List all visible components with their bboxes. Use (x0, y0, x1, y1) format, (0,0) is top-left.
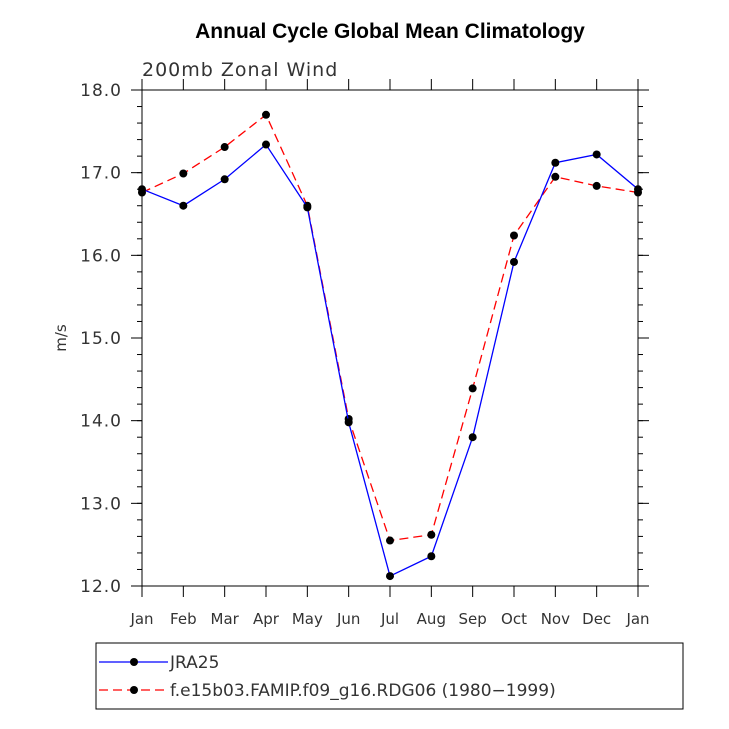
x-axis: Jan Feb Mar Apr May Jun Jul Aug Sep Oct Nov Dec Jan (129, 79, 650, 628)
data-point (179, 169, 188, 178)
data-point (220, 143, 229, 152)
y-axis-label: m/s (52, 324, 70, 352)
chart-subtitle: 200mb Zonal Wind (142, 59, 338, 81)
legend-marker (130, 658, 138, 666)
data-point (468, 433, 477, 442)
series-line (141, 143, 639, 578)
data-point (303, 203, 312, 212)
data-point (344, 418, 353, 427)
y-tick-label: 15.0 (80, 329, 122, 349)
y-tick-label: 12.0 (80, 577, 122, 597)
y-tick-label: 14.0 (80, 412, 122, 432)
plot-frame (141, 89, 639, 587)
x-tick-label: Aug (417, 610, 446, 628)
x-tick-label: Apr (253, 610, 280, 628)
data-point (427, 530, 436, 539)
legend: JRA25 f.e15b03.FAMIP.f09_g16.RDG06 (1980−… (95, 642, 684, 710)
legend-label: JRA25 (169, 653, 219, 673)
data-point (262, 110, 270, 119)
x-tick-label: Jan (625, 610, 649, 628)
x-tick-label: Feb (170, 610, 197, 628)
series-line (141, 113, 639, 542)
x-tick-label: Mar (211, 610, 240, 628)
series-1 (138, 110, 642, 545)
x-tick-label: May (292, 610, 323, 628)
x-tick-label: Oct (501, 610, 527, 628)
y-tick-label: 16.0 (80, 246, 122, 266)
data-point (510, 257, 518, 266)
y-axis: 12.0 13.0 14.0 15.0 16.0 17.0 18.0 (80, 81, 649, 597)
data-point (510, 231, 518, 240)
data-point (386, 536, 394, 545)
x-tick-label: Nov (541, 610, 570, 628)
data-point (220, 175, 229, 184)
y-tick-label: 13.0 (80, 494, 122, 514)
x-tick-label: Jul (380, 610, 399, 628)
y-tick-label: 18.0 (80, 81, 122, 101)
data-point (592, 150, 601, 159)
data-point (551, 158, 560, 167)
data-point (427, 552, 436, 561)
x-tick-label: Dec (582, 610, 611, 628)
legend-marker (130, 686, 138, 694)
data-point (592, 181, 601, 190)
data-point (262, 140, 270, 149)
series-layer (138, 110, 642, 581)
legend-box (95, 642, 684, 710)
data-point (179, 201, 188, 210)
data-point (386, 572, 394, 581)
data-point (468, 384, 477, 393)
chart-title: Annual Cycle Global Mean Climatology (195, 20, 585, 43)
y-tick-label: 17.0 (80, 164, 122, 184)
x-tick-label: Jun (336, 610, 360, 628)
x-tick-label: Sep (459, 610, 487, 628)
data-point (551, 172, 560, 181)
series-0 (138, 140, 642, 581)
legend-label: f.e15b03.FAMIP.f09_g16.RDG06 (1980−1999) (170, 681, 556, 701)
x-tick-label: Jan (129, 610, 153, 628)
